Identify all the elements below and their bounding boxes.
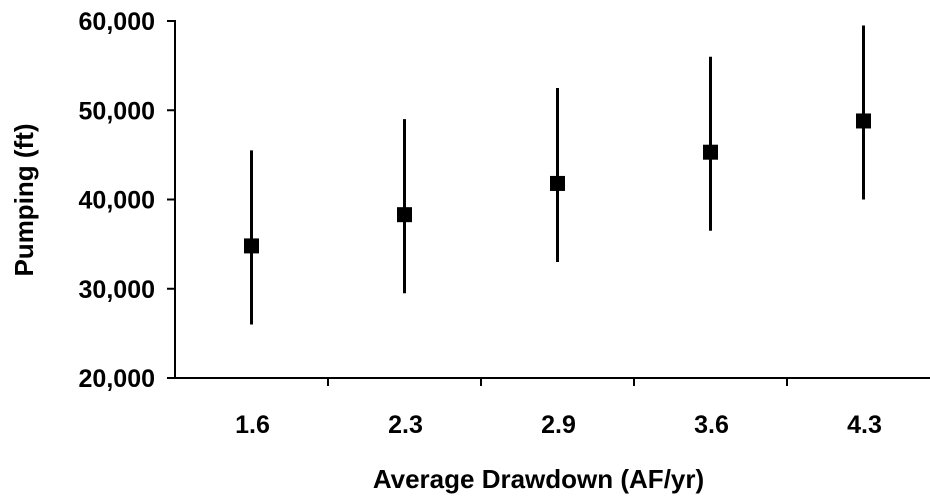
- data-point: [856, 113, 871, 129]
- x-tick-label: 2.9: [541, 411, 576, 439]
- y-axis-title: Pumping (ft): [9, 123, 39, 276]
- axes: [174, 20, 930, 379]
- y-tick-label: 40,000: [79, 187, 155, 215]
- x-tick-label: 1.6: [235, 411, 270, 439]
- data-point: [550, 175, 565, 191]
- x-tick-label: 3.6: [694, 411, 729, 439]
- data-point: [703, 144, 718, 160]
- data-point: [397, 207, 412, 223]
- y-tick-label: 30,000: [79, 276, 155, 304]
- x-ticks: 1.6 2.3 2.9 3.6 4.3: [235, 378, 882, 439]
- y-tick-label: 50,000: [79, 97, 155, 125]
- x-axis-title: Average Drawdown (AF/yr): [373, 464, 704, 494]
- data-point: [244, 238, 259, 254]
- x-tick-label: 4.3: [847, 411, 882, 439]
- y-tick-label: 20,000: [79, 365, 155, 393]
- y-ticks: 20,000 30,000 40,000 50,000 60,000: [79, 8, 175, 393]
- error-bars: [250, 25, 865, 325]
- x-tick-label: 2.3: [388, 411, 423, 439]
- y-tick-label: 60,000: [79, 8, 155, 36]
- data-points: [244, 113, 871, 254]
